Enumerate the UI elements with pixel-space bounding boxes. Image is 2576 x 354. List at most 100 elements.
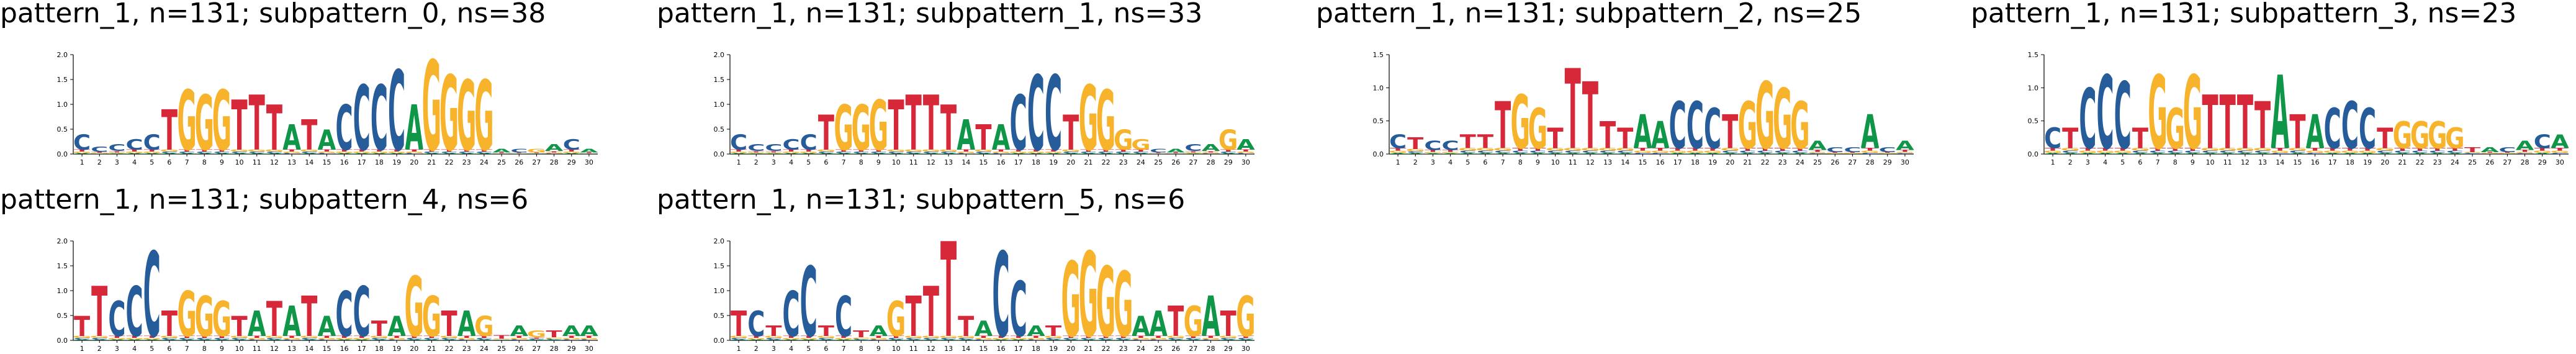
logo-letter-dominant: T (818, 106, 834, 161)
x-tick-label: 30 (1901, 158, 1909, 166)
logo-letter-dominant: C (2079, 72, 2096, 168)
logo-letter-dominant: T (161, 99, 178, 163)
x-tick-label: 5 (150, 345, 154, 353)
logo-letter-dominant: C (108, 292, 125, 348)
logo-letter-minor: C (1115, 338, 1132, 340)
logo-letter-minor: A (300, 339, 318, 340)
y-tick-label: 0.0 (2028, 150, 2039, 158)
x-tick-label: 9 (2191, 158, 2195, 166)
logo-letter-minor: T (1443, 150, 1459, 152)
logo-letter-dominant: G (1096, 247, 1115, 354)
logo-letter-dominant: T (2132, 122, 2148, 155)
logo-letter-minor: C (2289, 150, 2306, 153)
logo-letter-minor: G (90, 153, 109, 154)
x-tick-label: 27 (532, 158, 541, 166)
logo-letter-dominant: G (212, 292, 232, 348)
logo-letter-dominant: A (318, 310, 336, 343)
logo-letter-dominant: T (906, 80, 922, 168)
x-tick-label: 11 (1569, 158, 1577, 166)
logo-letter-minor: T (2394, 148, 2411, 152)
logo-letter-dominant: G (2410, 113, 2430, 157)
logo-letter-minor: T (870, 149, 887, 152)
logo-letter-dominant: G (1790, 89, 1809, 164)
x-tick-label: 22 (445, 345, 454, 353)
y-tick-label: 0.0 (714, 337, 725, 345)
logo-letter-minor: A (2323, 152, 2342, 154)
logo-letter-minor: G (1703, 150, 1722, 153)
logo-letter-dominant: T (975, 119, 991, 158)
logo-letter-minor: T (1028, 149, 1045, 152)
logo-letter-minor: G (282, 338, 301, 340)
y-tick-label: 1.0 (2028, 84, 2039, 92)
y-tick-label: 1.5 (1373, 51, 1384, 59)
logo-letter-dominant: G (886, 292, 906, 348)
x-tick-label: 20 (410, 158, 418, 166)
x-tick-label: 11 (253, 158, 261, 166)
logo-letter-dominant: G (439, 55, 459, 175)
logo-letter-minor: G (939, 335, 958, 338)
logo-letter-minor: G (160, 335, 179, 338)
logo-letter-dominant: T (493, 334, 510, 340)
logo-letter-minor: A (1027, 153, 1045, 154)
logo-letter-minor: C (1459, 150, 1477, 153)
logo-letter-minor: A (160, 339, 179, 340)
logo-letter-minor: C (405, 153, 423, 154)
logo-letter-minor: G (1878, 153, 1897, 154)
logo-letter-minor: A (1009, 339, 1028, 340)
logo-letter-dominant: A (1202, 142, 1220, 153)
logo-letter-dominant: A (1132, 310, 1150, 343)
logo-letter-minor: C (266, 152, 283, 154)
y-tick-label: 0.5 (1373, 117, 1384, 125)
logo-letter-minor: G (1166, 335, 1186, 338)
logo-letter-minor: C (528, 153, 545, 154)
logo-letter-minor: A (475, 339, 493, 340)
logo-letter-minor: C (957, 153, 975, 154)
logo-letter-minor: C (405, 338, 423, 340)
logo-letter-minor: G (160, 149, 179, 152)
logo-letter-minor: C (196, 338, 213, 340)
logo-letter-minor: A (1686, 152, 1705, 154)
x-tick-label: 10 (235, 345, 244, 353)
logo-letter-minor: C (213, 338, 230, 340)
logo-letter-minor: A (545, 340, 564, 341)
logo-letter-minor: G (1201, 338, 1220, 340)
logo-letter-minor: T (1880, 152, 1896, 153)
x-tick-label: 29 (1224, 345, 1233, 353)
logo-letter-minor: G (1131, 338, 1150, 340)
x-tick-label: 26 (1171, 345, 1180, 353)
logo-letter-minor: C (283, 153, 300, 154)
logo-letter-minor: C (318, 339, 335, 340)
logo-letter-dominant: T (232, 86, 248, 166)
logo-letter-minor: A (1097, 339, 1115, 340)
y-tick-label: 1.0 (57, 287, 68, 295)
logo-letter-minor: A (939, 339, 958, 340)
logo-letter-dominant: A (545, 142, 564, 153)
logo-letter-dominant: A (1027, 323, 1045, 339)
logo-letter-minor: A (248, 153, 266, 154)
logo-letter-minor: A (1184, 339, 1203, 340)
logo-letter-dominant: T (441, 305, 457, 345)
x-tick-label: 16 (2311, 158, 2320, 166)
logo-letter-minor: C (1097, 338, 1115, 340)
x-tick-label: 30 (1241, 345, 1250, 353)
logo-letter-dominant: C (353, 272, 371, 353)
logo-letter-dominant: A (492, 148, 511, 153)
logo-letter-dominant: G (1511, 79, 1530, 166)
logo-letter-minor: G (1441, 152, 1460, 153)
logo-letter-minor: A (2358, 152, 2377, 154)
logo-letter-minor: T (1185, 151, 1202, 153)
logo-letter-minor: T (144, 335, 161, 338)
logo-letter-dominant: T (1600, 113, 1616, 157)
x-tick-label: 2 (754, 158, 759, 166)
logo-letter-minor: A (2131, 152, 2150, 154)
logo-letter-minor: A (73, 153, 91, 154)
logo-letter-minor: A (370, 339, 389, 340)
logo-letter-dominant: T (2202, 79, 2218, 166)
logo-letter-minor: A (817, 153, 835, 154)
logo-letter-minor: G (369, 335, 389, 338)
logo-letter-minor: T (284, 335, 300, 338)
logo-letter-minor: T (1844, 152, 1861, 153)
logo-letter-minor: G (142, 152, 161, 154)
logo-letter-dominant: C (765, 142, 782, 153)
logo-letter-minor: C (1150, 339, 1167, 340)
